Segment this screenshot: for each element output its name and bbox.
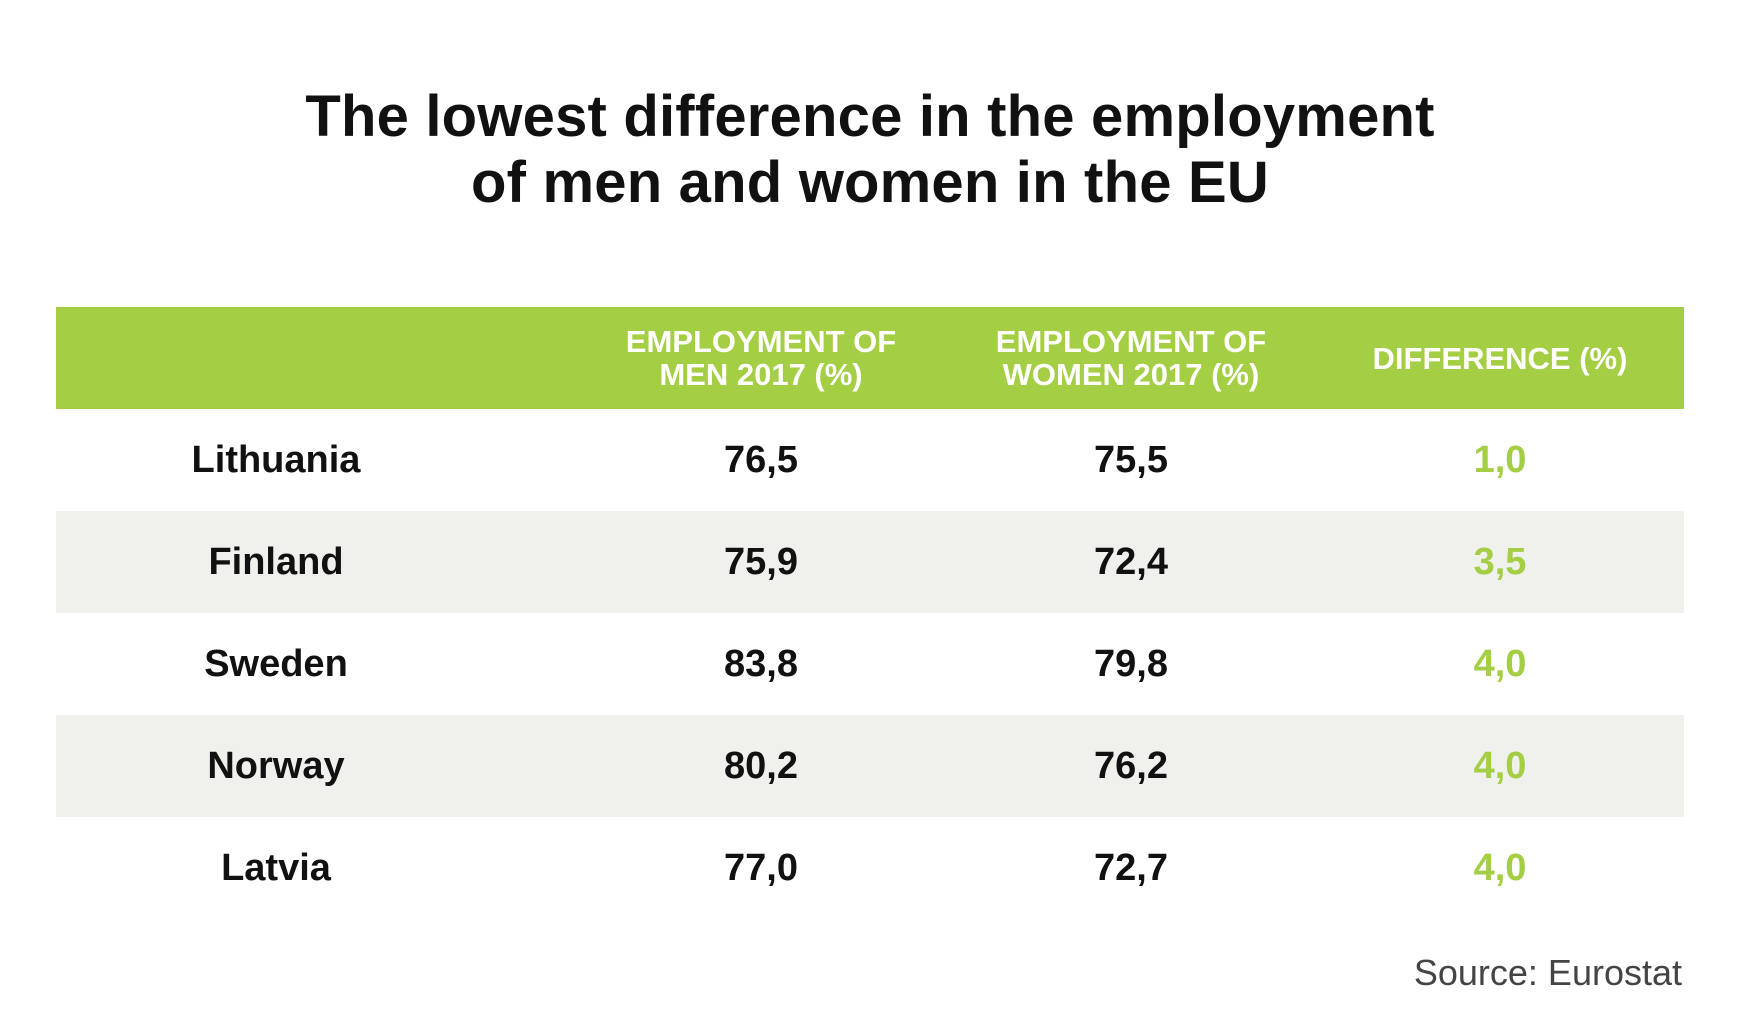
difference-cell: 4,0 xyxy=(1473,846,1527,889)
difference-cell: 4,0 xyxy=(1473,642,1527,685)
women-cell: 72,7 xyxy=(1094,846,1168,889)
data-table: EMPLOYMENT OF MEN 2017 (%) EMPLOYMENT OF… xyxy=(56,307,1684,919)
country-cell: Norway xyxy=(207,744,345,787)
men-cell: 76,5 xyxy=(724,438,798,481)
country-cell: Latvia xyxy=(221,846,331,889)
header-men: EMPLOYMENT OF MEN 2017 (%) xyxy=(625,324,897,392)
table-row: Norway 80,2 76,2 4,0 xyxy=(56,715,1684,817)
header-women: EMPLOYMENT OF WOMEN 2017 (%) xyxy=(995,324,1267,392)
women-cell: 72,4 xyxy=(1094,540,1168,583)
table-row: Latvia 77,0 72,7 4,0 xyxy=(56,817,1684,919)
table-row: Sweden 83,8 79,8 4,0 xyxy=(56,613,1684,715)
header-difference: DIFFERENCE (%) xyxy=(1372,340,1628,376)
men-cell: 77,0 xyxy=(724,846,798,889)
source-note: Source: Eurostat xyxy=(1413,952,1682,993)
men-cell: 80,2 xyxy=(724,744,798,787)
men-cell: 75,9 xyxy=(724,540,798,583)
table-header: EMPLOYMENT OF MEN 2017 (%) EMPLOYMENT OF… xyxy=(56,307,1684,409)
difference-cell: 4,0 xyxy=(1473,744,1527,787)
table-row: Lithuania 76,5 75,5 1,0 xyxy=(56,409,1684,511)
women-cell: 76,2 xyxy=(1094,744,1168,787)
chart-title: The lowest difference in the employment … xyxy=(0,84,1740,216)
women-cell: 75,5 xyxy=(1094,438,1168,481)
country-cell: Sweden xyxy=(204,642,348,685)
country-cell: Finland xyxy=(208,540,344,583)
chart-title-line-2: of men and women in the EU xyxy=(471,150,1269,215)
chart-title-line-1: The lowest difference in the employment xyxy=(305,84,1435,149)
difference-cell: 1,0 xyxy=(1473,438,1527,481)
country-cell: Lithuania xyxy=(191,438,361,481)
women-cell: 79,8 xyxy=(1094,642,1168,685)
men-cell: 83,8 xyxy=(724,642,798,685)
difference-cell: 3,5 xyxy=(1473,540,1527,583)
table-row: Finland 75,9 72,4 3,5 xyxy=(56,511,1684,613)
